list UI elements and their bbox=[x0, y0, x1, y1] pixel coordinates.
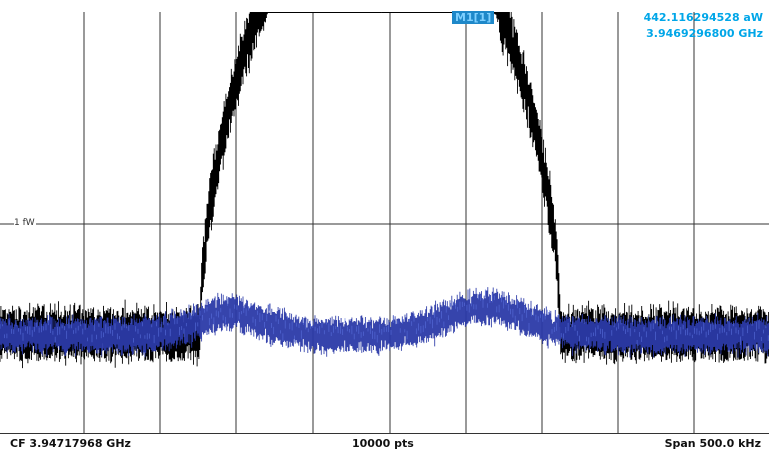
span-label: Span 500.0 kHz bbox=[664, 437, 761, 450]
marker-frequency-readout: 3.9469296800 GHz bbox=[646, 27, 763, 40]
reference-level-label: 1 fW bbox=[14, 218, 36, 229]
marker-label[interactable]: M1[1] bbox=[452, 11, 495, 24]
trace-2 bbox=[0, 287, 769, 358]
marker-value-readout: 442.116294528 aW bbox=[643, 11, 763, 24]
points-count-label: 10000 pts bbox=[352, 437, 414, 450]
spectrum-plot[interactable] bbox=[0, 0, 769, 433]
trace-2-highlight bbox=[0, 289, 769, 349]
center-frequency-label: CF 3.94717968 GHz bbox=[10, 437, 131, 450]
status-footer: CF 3.94717968 GHz 10000 pts Span 500.0 k… bbox=[0, 433, 769, 453]
trace-1 bbox=[0, 12, 769, 369]
plot-grid bbox=[0, 12, 769, 433]
plot-traces bbox=[0, 12, 769, 369]
footer-divider bbox=[0, 433, 769, 434]
